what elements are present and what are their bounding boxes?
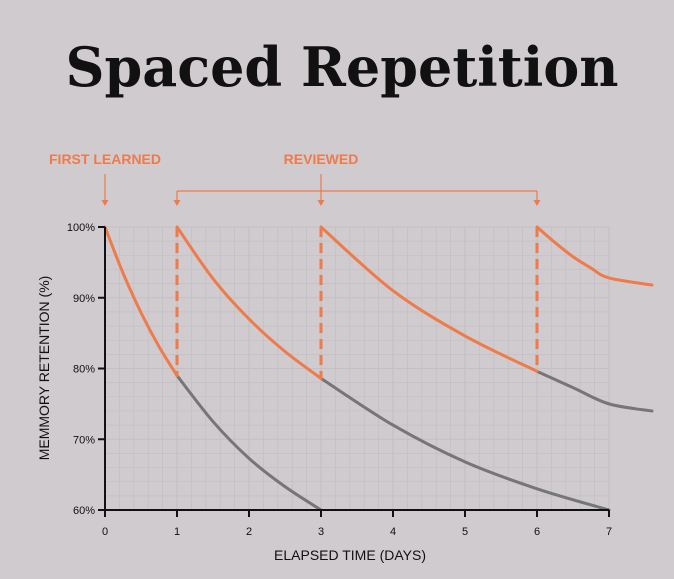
x-tick-label: 2 [246,526,252,538]
retention-curve [535,225,654,287]
x-tick-label: 0 [102,526,108,538]
x-axis-label: ELAPSED TIME (DAYS) [274,547,426,563]
y-tick-label: 90% [73,293,95,305]
forgetting-curve [319,376,611,512]
reviewed-arrow-head [173,200,181,206]
retention-curve [103,225,179,378]
x-tick-label: 3 [318,526,324,538]
retention-curve [319,225,539,373]
x-tick-label: 4 [390,526,396,538]
retention-curve [175,225,323,380]
first-learned-arrow-head [101,200,109,206]
reviewed-arrow-head [317,200,325,206]
chart-grid [104,226,610,511]
x-tick-label: 7 [606,526,612,538]
y-tick-label: 80% [73,364,95,376]
y-tick-label: 70% [73,434,95,446]
y-tick-label: 60% [73,505,95,517]
annotation-arrows [101,174,541,206]
series-layer [103,225,654,512]
reviewed-arrow-head [533,200,541,206]
forgetting-curve [175,374,323,512]
y-axis-label: MEMMORY RETENTION (%) [36,276,52,461]
y-tick-label: 100% [67,222,95,234]
forgetting-curve [535,369,654,413]
reviewed-label: REVIEWED [284,151,359,167]
chart-axes: 0 1 2 3 4 5 6 7 60% 70% 80% 90% 100% [67,222,612,538]
x-tick-label: 1 [174,526,180,538]
x-tick-label: 6 [534,526,540,538]
chart-title: Spaced Repetition [65,35,618,99]
x-tick-label: 5 [462,526,468,538]
first-learned-label: FIRST LEARNED [49,151,161,167]
